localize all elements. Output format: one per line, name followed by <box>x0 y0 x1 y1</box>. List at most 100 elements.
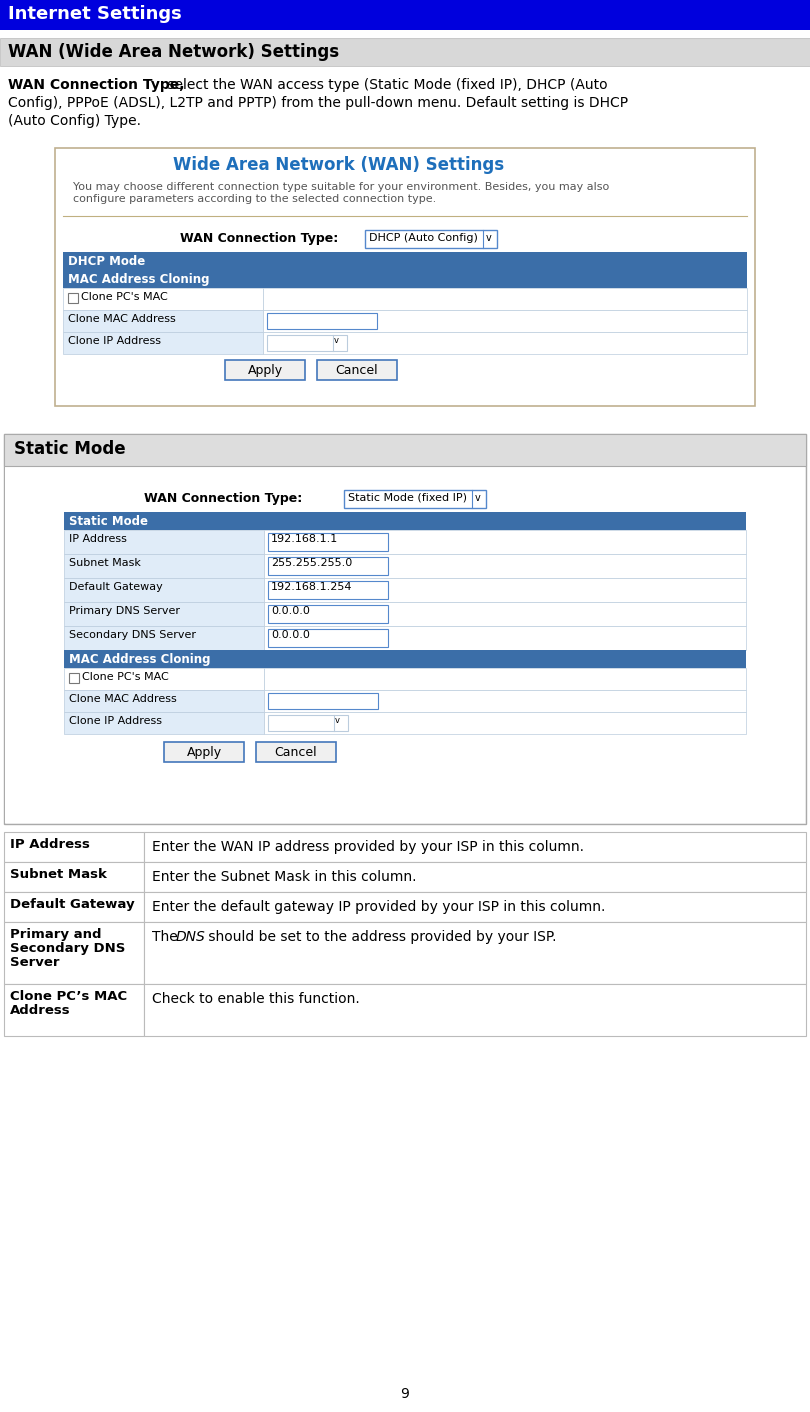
Text: Static Mode: Static Mode <box>69 515 148 528</box>
Text: Cancel: Cancel <box>275 746 318 760</box>
Text: Clone PC's MAC: Clone PC's MAC <box>81 292 168 302</box>
Bar <box>264 602 746 626</box>
Text: WAN Connection Type:: WAN Connection Type: <box>144 491 302 505</box>
Text: v: v <box>334 336 339 345</box>
Bar <box>64 712 264 734</box>
Text: Default Gateway: Default Gateway <box>10 898 134 911</box>
Text: 0.0.0.0: 0.0.0.0 <box>271 606 310 616</box>
Bar <box>64 626 264 650</box>
Text: Default Gateway: Default Gateway <box>69 582 163 592</box>
Bar <box>68 294 78 304</box>
Text: v: v <box>486 233 492 243</box>
Text: Apply: Apply <box>186 746 222 760</box>
Bar <box>264 554 746 578</box>
Bar <box>64 513 746 530</box>
Bar <box>264 712 746 734</box>
Bar <box>4 861 144 892</box>
Text: MAC Address Cloning: MAC Address Cloning <box>69 652 211 666</box>
Bar <box>64 554 264 578</box>
Text: Internet Settings: Internet Settings <box>8 6 181 23</box>
Bar <box>63 251 747 270</box>
Bar <box>268 580 388 599</box>
Bar <box>64 530 264 554</box>
Text: 255.255.255.0: 255.255.255.0 <box>271 558 352 568</box>
Bar <box>267 313 377 329</box>
Bar <box>144 861 806 892</box>
Bar <box>63 288 263 311</box>
Text: Static Mode: Static Mode <box>14 441 126 457</box>
Bar <box>144 922 806 984</box>
Text: 192.168.1.254: 192.168.1.254 <box>271 582 352 592</box>
Text: DHCP Mode: DHCP Mode <box>68 256 145 268</box>
Text: DHCP (Auto Config): DHCP (Auto Config) <box>369 233 478 243</box>
Text: Apply: Apply <box>247 364 283 377</box>
Text: DNS: DNS <box>176 931 206 945</box>
Text: Wide Area Network (WAN) Settings: Wide Area Network (WAN) Settings <box>173 155 504 174</box>
Bar <box>317 360 397 380</box>
Text: Enter the WAN IP address provided by your ISP in this column.: Enter the WAN IP address provided by you… <box>152 840 584 854</box>
Text: 192.168.1.1: 192.168.1.1 <box>271 534 339 544</box>
Bar <box>4 984 144 1036</box>
Bar <box>264 530 746 554</box>
Bar <box>264 690 746 712</box>
Text: Config), PPPoE (ADSL), L2TP and PPTP) from the pull-down menu. Default setting i: Config), PPPoE (ADSL), L2TP and PPTP) fr… <box>8 96 628 110</box>
Bar <box>63 270 747 288</box>
Text: v: v <box>335 716 340 724</box>
Bar <box>264 578 746 602</box>
Bar <box>0 38 810 66</box>
Text: Secondary DNS: Secondary DNS <box>10 942 126 955</box>
Text: should be set to the address provided by your ISP.: should be set to the address provided by… <box>204 931 556 945</box>
Bar <box>4 832 144 861</box>
Bar <box>144 984 806 1036</box>
Text: Clone IP Address: Clone IP Address <box>68 336 161 346</box>
Text: WAN Connection Type:: WAN Connection Type: <box>180 232 339 246</box>
Text: Enter the Subnet Mask in this column.: Enter the Subnet Mask in this column. <box>152 870 416 884</box>
Text: Enter the default gateway IP provided by your ISP in this column.: Enter the default gateway IP provided by… <box>152 899 605 914</box>
Bar <box>5 466 805 823</box>
Bar <box>268 556 388 575</box>
Bar <box>144 832 806 861</box>
Bar <box>164 741 244 762</box>
Text: Subnet Mask: Subnet Mask <box>10 868 107 881</box>
Text: v: v <box>475 493 481 503</box>
Text: Primary DNS Server: Primary DNS Server <box>69 606 180 616</box>
Text: MAC Address Cloning: MAC Address Cloning <box>68 273 210 287</box>
Bar <box>0 0 810 30</box>
Bar <box>4 433 806 466</box>
Text: Subnet Mask: Subnet Mask <box>69 558 141 568</box>
Text: Static Mode (fixed IP): Static Mode (fixed IP) <box>348 493 467 503</box>
Bar <box>69 674 79 683</box>
Bar <box>64 668 264 690</box>
Text: The: The <box>152 931 182 945</box>
Bar <box>268 604 388 623</box>
Text: select the WAN access type (Static Mode (fixed IP), DHCP (Auto: select the WAN access type (Static Mode … <box>163 78 608 92</box>
Bar <box>268 693 378 709</box>
Text: Clone PC’s MAC: Clone PC’s MAC <box>10 990 127 1003</box>
Text: (Auto Config) Type.: (Auto Config) Type. <box>8 114 141 128</box>
Bar <box>256 741 336 762</box>
Bar <box>4 922 144 984</box>
Text: WAN Connection Type,: WAN Connection Type, <box>8 78 185 92</box>
Bar <box>263 311 747 332</box>
Text: Check to enable this function.: Check to enable this function. <box>152 993 360 1005</box>
Bar <box>63 311 263 332</box>
Text: Primary and: Primary and <box>10 928 101 940</box>
Text: Clone MAC Address: Clone MAC Address <box>68 313 176 323</box>
Text: Secondary DNS Server: Secondary DNS Server <box>69 630 196 640</box>
Text: 0.0.0.0: 0.0.0.0 <box>271 630 310 640</box>
Bar <box>144 892 806 922</box>
Bar <box>264 626 746 650</box>
Text: Address: Address <box>10 1004 70 1017</box>
Text: WAN (Wide Area Network) Settings: WAN (Wide Area Network) Settings <box>8 42 339 61</box>
Bar <box>268 714 348 731</box>
Bar <box>365 230 497 249</box>
Bar <box>268 628 388 647</box>
Bar <box>64 650 746 668</box>
Bar <box>268 532 388 551</box>
Bar <box>4 433 806 825</box>
Text: IP Address: IP Address <box>69 534 127 544</box>
Text: 9: 9 <box>401 1387 409 1401</box>
Bar <box>64 690 264 712</box>
Bar <box>64 578 264 602</box>
Text: Cancel: Cancel <box>335 364 378 377</box>
